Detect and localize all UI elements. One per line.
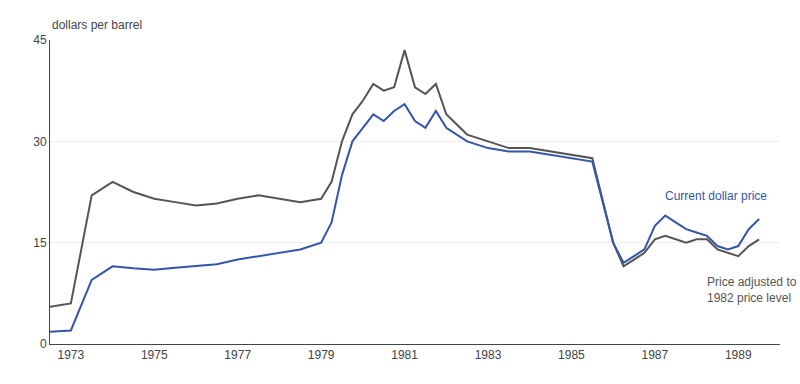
svg-text:1979: 1979 <box>308 348 335 362</box>
svg-text:Current dollar price: Current dollar price <box>665 189 767 203</box>
svg-text:1989: 1989 <box>725 348 752 362</box>
svg-text:Price adjusted to1982 price le: Price adjusted to1982 price level <box>707 275 797 305</box>
svg-text:1987: 1987 <box>642 348 669 362</box>
svg-text:0: 0 <box>40 337 47 351</box>
svg-text:1983: 1983 <box>475 348 502 362</box>
svg-text:1985: 1985 <box>558 348 585 362</box>
svg-text:1981: 1981 <box>391 348 418 362</box>
svg-text:dollars per barrel: dollars per barrel <box>52 18 142 32</box>
svg-text:45: 45 <box>33 33 47 47</box>
svg-text:15: 15 <box>33 236 47 250</box>
svg-text:30: 30 <box>33 135 47 149</box>
svg-text:1973: 1973 <box>58 348 85 362</box>
svg-text:1977: 1977 <box>224 348 251 362</box>
svg-text:1975: 1975 <box>141 348 168 362</box>
